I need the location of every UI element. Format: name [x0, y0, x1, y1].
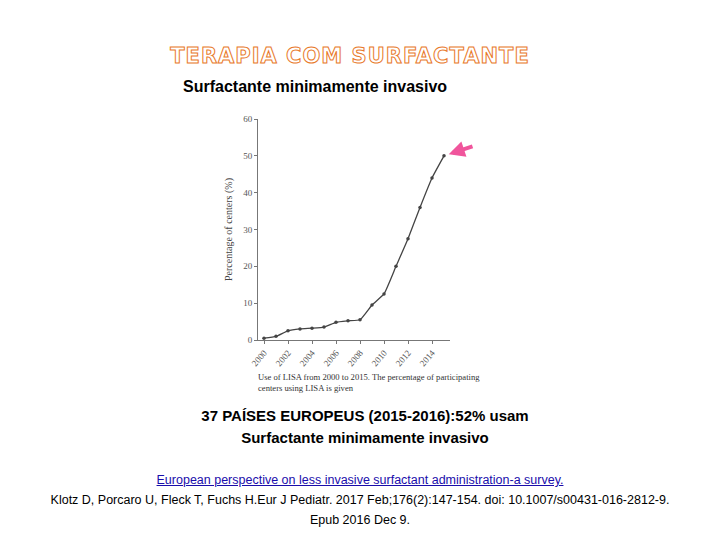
- html-text:Surfactante minimamente invasi: Surfactante minimamente invasivo: [183, 78, 448, 95]
- svg-text:2000: 2000: [250, 348, 270, 369]
- svg-text:10: 10: [243, 298, 253, 308]
- svg-text:40: 40: [243, 188, 253, 198]
- svg-text:50: 50: [243, 151, 253, 161]
- svg-text:60: 60: [243, 114, 253, 124]
- svg-text:2014: 2014: [418, 348, 438, 369]
- html-text:Epub 2016 Dec 9.: Epub 2016 Dec 9.: [310, 513, 410, 527]
- svg-text:2008: 2008: [346, 348, 366, 369]
- svg-text:Percentage of centers (%): Percentage of centers (%): [223, 178, 235, 281]
- svg-text:2010: 2010: [370, 348, 390, 369]
- html-text:Surfactante minimamente invasi: Surfactante minimamente invasivo: [241, 429, 489, 446]
- svg-text:2012: 2012: [394, 348, 413, 368]
- svg-text:20: 20: [243, 261, 253, 271]
- html-text:Klotz D, Porcaro U, Fleck T, F: Klotz D, Porcaro U, Fleck T, Fuchs H.Eur…: [50, 493, 670, 507]
- svg-text:2002: 2002: [274, 348, 293, 368]
- html-text:centers using LISA is given: centers using LISA is given: [258, 383, 353, 393]
- html-text:37 PAÍSES EUROPEUS (2015-2016): 37 PAÍSES EUROPEUS (2015-2016):52% usam: [201, 407, 529, 424]
- html-text:TERAPIA COM SURFACTANTE: TERAPIA COM SURFACTANTE: [170, 44, 530, 68]
- html-text:Use of LISA from 2000 to 2015.: Use of LISA from 2000 to 2015. The perce…: [258, 372, 480, 382]
- svg-text:30: 30: [243, 225, 253, 235]
- svg-text:2004: 2004: [298, 348, 318, 369]
- svg-text:0: 0: [248, 335, 253, 345]
- svg-text:2006: 2006: [322, 348, 342, 369]
- html-text:European perspective on less i: European perspective on less invasive su…: [156, 473, 564, 487]
